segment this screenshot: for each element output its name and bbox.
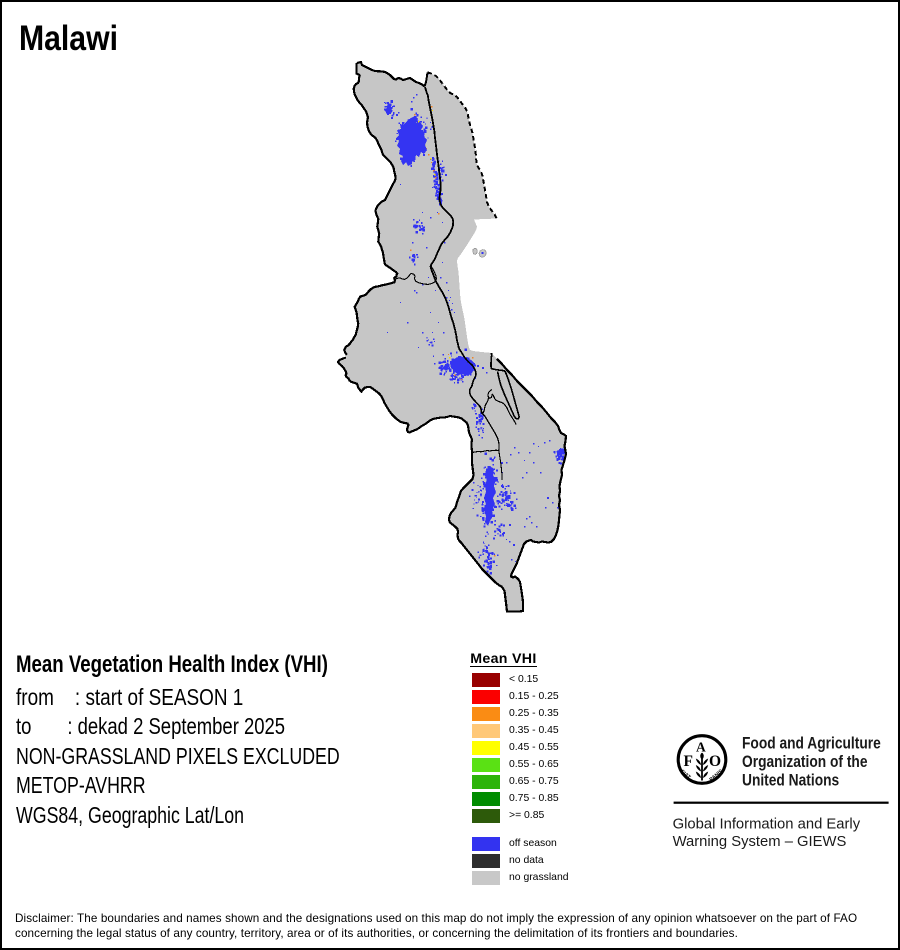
svg-text:Organization of the: Organization of the bbox=[742, 753, 868, 772]
svg-text:Warning System – GIEWS: Warning System – GIEWS bbox=[673, 834, 847, 850]
svg-text:A: A bbox=[696, 740, 706, 755]
svg-text:Global Information and Early: Global Information and Early bbox=[673, 817, 861, 833]
svg-text:F: F bbox=[684, 753, 693, 770]
svg-text:Food and Agriculture: Food and Agriculture bbox=[742, 734, 881, 753]
svg-text:O: O bbox=[709, 753, 721, 770]
svg-text:United Nations: United Nations bbox=[742, 771, 839, 790]
